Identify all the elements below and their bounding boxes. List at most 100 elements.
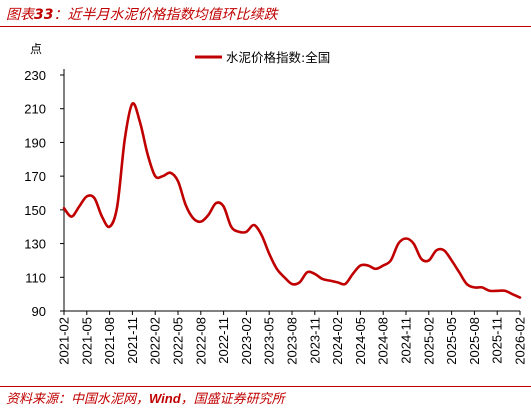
data-point	[299, 282, 301, 284]
x-tick-label: 2021-08	[102, 317, 117, 365]
data-point	[284, 276, 286, 278]
data-point	[420, 258, 422, 260]
data-point	[413, 243, 415, 245]
data-point	[382, 265, 384, 267]
x-tick-label: 2024-08	[376, 317, 391, 365]
x-tick-label: 2024-05	[353, 317, 368, 365]
data-point	[375, 268, 377, 270]
data-point	[390, 260, 392, 262]
source-wind: Wind	[149, 391, 181, 406]
figure-title-text: 近半月水泥价格指数均值环比续跌	[67, 7, 278, 23]
data-point	[322, 278, 324, 280]
x-tick-label: 2023-05	[262, 317, 277, 365]
data-point	[63, 207, 65, 209]
figure-title: 图表33：近半月水泥价格指数均值环比续跌	[6, 4, 277, 26]
x-tick-label: 2021-02	[57, 317, 72, 365]
data-point	[405, 238, 407, 240]
y-tick-label: 170	[24, 169, 46, 184]
data-point	[116, 206, 118, 208]
data-point	[147, 153, 149, 155]
data-point	[223, 206, 225, 208]
data-point	[306, 271, 308, 273]
data-point	[124, 138, 126, 140]
data-point	[519, 297, 521, 299]
x-tick-label: 2025-11	[490, 317, 505, 364]
data-point	[451, 260, 453, 262]
x-tick-label: 2023-08	[285, 317, 300, 365]
plot-area	[62, 102, 522, 299]
data-point	[253, 224, 255, 226]
data-point	[78, 206, 80, 208]
data-point	[177, 180, 179, 182]
y-axis-unit: 点	[30, 42, 42, 56]
x-axis: 2021-02 2021-05 2021-08 2021-11 2022-02 2022-…	[57, 310, 528, 365]
data-point	[139, 121, 141, 123]
data-point	[101, 216, 103, 218]
data-point	[443, 250, 445, 252]
x-tick-label: 2024-11	[399, 317, 414, 364]
data-point	[466, 283, 468, 285]
data-point	[246, 231, 248, 233]
x-tick-label: 2024-02	[330, 317, 345, 365]
source-prefix: 资料来源：中国水泥网，	[6, 392, 150, 407]
source-suffix: ，国盛证券研究所	[180, 392, 285, 407]
data-point	[230, 226, 232, 228]
data-point	[496, 290, 498, 292]
title-divider	[0, 26, 531, 27]
y-tick-label: 150	[24, 203, 46, 218]
y-tick-label: 130	[24, 237, 46, 252]
x-tick-label: 2022-11	[216, 317, 231, 364]
source-note: 资料来源：中国水泥网，Wind，国盛证券研究所	[6, 388, 285, 410]
data-point	[208, 214, 210, 216]
x-tick-label: 2022-02	[148, 317, 163, 365]
x-tick-label: 2023-02	[239, 317, 254, 365]
data-point	[132, 103, 134, 105]
x-tick-label: 2025-08	[467, 317, 482, 365]
data-point	[268, 253, 270, 255]
data-point	[185, 204, 187, 206]
data-point	[474, 287, 476, 289]
x-tick-label: 2021-05	[79, 317, 94, 365]
data-point	[329, 280, 331, 282]
data-point	[238, 231, 240, 233]
data-point	[337, 282, 339, 284]
data-point	[504, 290, 506, 292]
data-point	[276, 268, 278, 270]
x-tick-label: 2025-05	[444, 317, 459, 365]
data-point	[398, 243, 400, 245]
data-point	[86, 196, 88, 198]
data-point	[352, 273, 354, 275]
y-tick-label: 110	[25, 270, 46, 285]
data-point	[360, 265, 362, 267]
series-line-0	[62, 102, 522, 299]
x-tick-label: 2025-02	[421, 317, 436, 365]
data-point	[291, 283, 293, 285]
data-point	[162, 175, 164, 177]
data-point	[170, 172, 172, 174]
data-point	[489, 290, 491, 292]
data-point	[200, 221, 202, 223]
y-tick-label: 190	[24, 135, 46, 150]
data-point	[344, 283, 346, 285]
legend-label: 水泥价格指数:全国	[226, 50, 330, 65]
data-point	[261, 234, 263, 236]
data-point	[314, 273, 316, 275]
figure-number: 33	[34, 7, 54, 23]
data-point	[215, 202, 217, 204]
x-tick-label: 2021-11	[125, 317, 140, 364]
y-tick-label: 210	[24, 102, 46, 117]
x-tick-label: 2022-08	[193, 317, 208, 365]
x-tick-label: 2023-11	[307, 317, 322, 364]
source-divider	[0, 386, 531, 387]
data-point	[109, 226, 111, 228]
y-axis: 90 110 130 150 170 190 210 230	[24, 68, 65, 319]
data-point	[71, 216, 73, 218]
data-point	[512, 293, 514, 295]
data-point	[192, 217, 194, 219]
x-tick-label: 2022-05	[171, 317, 186, 365]
y-tick-label: 230	[24, 68, 46, 83]
figure-title-colon: ：	[53, 7, 68, 23]
data-point	[436, 250, 438, 252]
legend: 水泥价格指数:全国	[195, 50, 330, 65]
